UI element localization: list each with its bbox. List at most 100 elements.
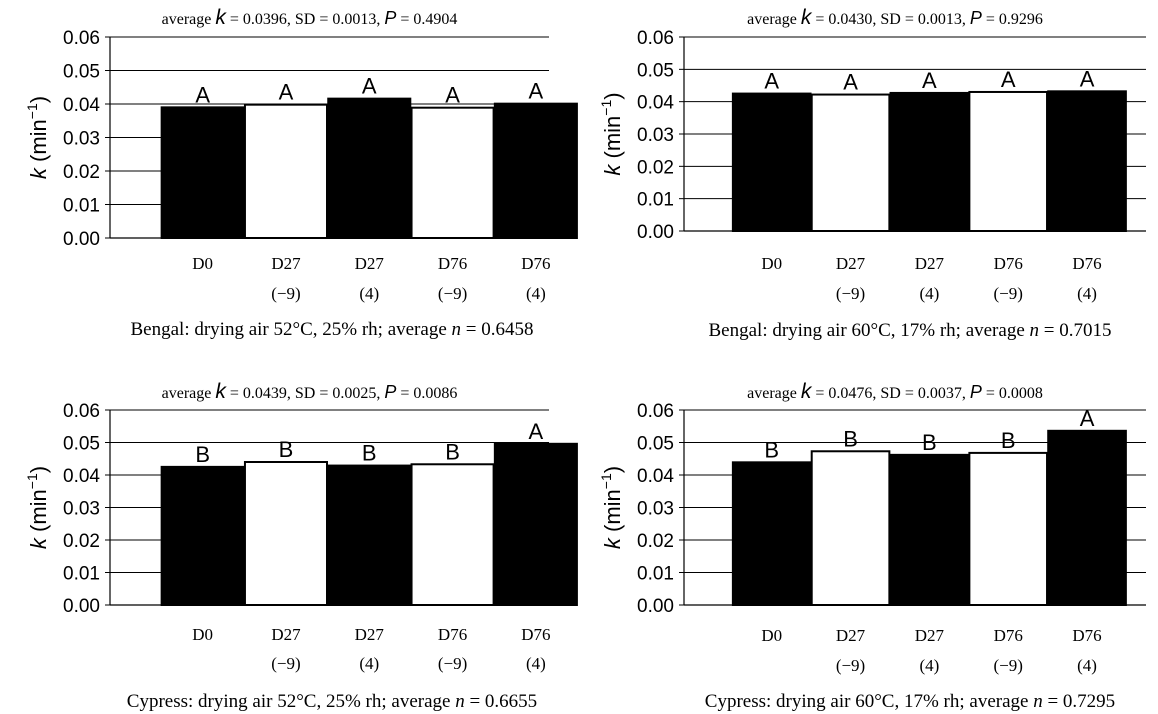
x-tick-label: D76 (994, 254, 1023, 273)
significance-letter: A (922, 68, 937, 93)
stats-text: = 0.0008 (982, 385, 1043, 402)
x-tick-label: D27 (915, 626, 945, 645)
y-tick-label: 0.00 (63, 229, 100, 250)
significance-letter: B (764, 437, 779, 462)
bar (889, 91, 970, 233)
stats-text: = 0.4904 (396, 11, 457, 28)
x-tick-label: D76 (1072, 626, 1101, 645)
y-tick-label: 0.01 (637, 564, 674, 585)
caption-n-symbol: n (455, 691, 465, 712)
caption-text: Cypress: drying air 52°C, 25% rh; averag… (127, 691, 455, 712)
significance-letter: B (362, 441, 377, 466)
y-tick-label: 0.03 (63, 499, 100, 520)
stats-text: = 0.0396, SD = 0.0013, (226, 11, 385, 28)
y-axis-label-exponent: −1 (24, 473, 40, 489)
y-tick-label: 0.05 (63, 62, 100, 83)
x-tick-label: D0 (192, 254, 213, 273)
y-tick-label: 0.03 (637, 125, 674, 146)
panel-caption: Bengal: drying air 60°C, 17% rh; average… (709, 320, 1112, 341)
bar (731, 461, 812, 607)
y-axis-label-k: k (26, 167, 51, 179)
bar (731, 92, 812, 233)
stats-text: = 0.0439, SD = 0.0025, (226, 385, 385, 402)
significance-letter: A (529, 79, 544, 104)
panel-caption: Cypress: drying air 52°C, 25% rh; averag… (127, 691, 537, 712)
y-tick-label: 0.00 (637, 222, 674, 243)
significance-letter: B (279, 437, 294, 462)
x-tick-sublabel: (−9) (271, 654, 300, 673)
stats-text: average (747, 11, 801, 28)
y-axis-label-k: k (26, 537, 51, 549)
significance-letter: A (1080, 406, 1095, 431)
x-tick-label: D76 (521, 625, 550, 644)
caption-n-symbol: n (1030, 320, 1040, 341)
significance-letter: A (529, 419, 544, 444)
y-axis-label: k (min−1) (24, 96, 51, 179)
stats-text: = 0.0476, SD = 0.0037, (811, 385, 970, 402)
y-axis-label-k: k (600, 537, 625, 549)
y-axis-label: k (min−1) (598, 466, 625, 549)
bar (493, 442, 578, 606)
bar (968, 451, 1049, 606)
x-tick-label: D27 (836, 626, 866, 645)
chart-panel-4: 0.00 0.01 0.02 0.03 0.04 0.05 0.06 B D0 B D27 (−9) B… (598, 380, 1146, 712)
y-tick-label: 0.02 (63, 162, 100, 183)
bar (160, 465, 245, 606)
stats-text: = 0.9296 (982, 11, 1043, 28)
panel-caption: Bengal: drying air 52°C, 25% rh; average… (131, 319, 534, 340)
stats-p-symbol: P (384, 382, 396, 402)
y-tick-label: 0.00 (637, 596, 674, 617)
y-tick-label: 0.02 (637, 157, 674, 178)
stats-text: = 0.0086 (396, 385, 457, 402)
chart-panel-1: 0.00 0.01 0.02 0.03 0.04 0.05 0.06 A D0 A D27 (−9) A… (24, 6, 578, 340)
y-axis-label-unit: (min (600, 116, 625, 165)
x-tick-sublabel: (4) (526, 654, 546, 673)
stats-k-symbol: k (801, 6, 813, 29)
x-tick-sublabel: (−9) (438, 284, 467, 303)
y-axis-label-unit: ) (26, 96, 51, 103)
stats-annotation: average k = 0.0430, SD = 0.0013, P = 0.9… (747, 6, 1043, 29)
y-tick-label: 0.05 (63, 434, 100, 455)
x-tick-sublabel: (4) (359, 654, 379, 673)
caption-text: Cypress: drying air 60°C, 17% rh; averag… (705, 691, 1033, 712)
y-tick-label: 0.02 (637, 531, 674, 552)
stats-k-symbol: k (801, 380, 813, 403)
bar (327, 464, 412, 607)
y-tick-label: 0.05 (637, 434, 674, 455)
bar (243, 103, 328, 239)
y-axis-label-exponent: −1 (24, 103, 40, 119)
significance-letter: A (195, 82, 210, 107)
y-tick-label: 0.02 (63, 531, 100, 552)
x-tick-sublabel: (4) (1077, 284, 1097, 303)
x-tick-sublabel: (−9) (438, 654, 467, 673)
x-tick-label: D27 (355, 625, 385, 644)
x-tick-label: D76 (521, 254, 550, 273)
stats-p-symbol: P (970, 8, 982, 28)
y-tick-label: 0.04 (637, 466, 674, 487)
significance-letter: A (279, 80, 294, 105)
panel-caption: Cypress: drying air 60°C, 17% rh; averag… (705, 691, 1115, 712)
y-axis-label-unit: ) (600, 92, 625, 99)
bar (160, 106, 245, 239)
bar (1047, 90, 1127, 232)
y-tick-label: 0.03 (637, 499, 674, 520)
caption-text: = 0.7015 (1039, 320, 1111, 341)
y-tick-label: 0.04 (637, 93, 674, 114)
x-tick-label: D0 (192, 625, 213, 644)
x-tick-sublabel: (−9) (993, 284, 1022, 303)
y-axis-label-unit: (min (26, 489, 51, 538)
caption-text: = 0.6655 (465, 691, 537, 712)
caption-text: Bengal: drying air 60°C, 17% rh; average (709, 320, 1030, 341)
stats-annotation: average k = 0.0439, SD = 0.0025, P = 0.0… (162, 380, 458, 403)
significance-letter: B (445, 439, 460, 464)
significance-letter: A (445, 83, 460, 108)
y-tick-label: 0.04 (63, 466, 100, 487)
y-axis-label-unit: ) (26, 466, 51, 473)
x-tick-label: D76 (994, 626, 1023, 645)
caption-n-symbol: n (452, 319, 462, 340)
x-tick-sublabel: (4) (526, 284, 546, 303)
caption-text: = 0.7295 (1043, 691, 1115, 712)
y-axis-label-exponent: −1 (598, 100, 614, 116)
y-tick-label: 0.01 (637, 190, 674, 211)
y-tick-label: 0.06 (637, 28, 674, 49)
